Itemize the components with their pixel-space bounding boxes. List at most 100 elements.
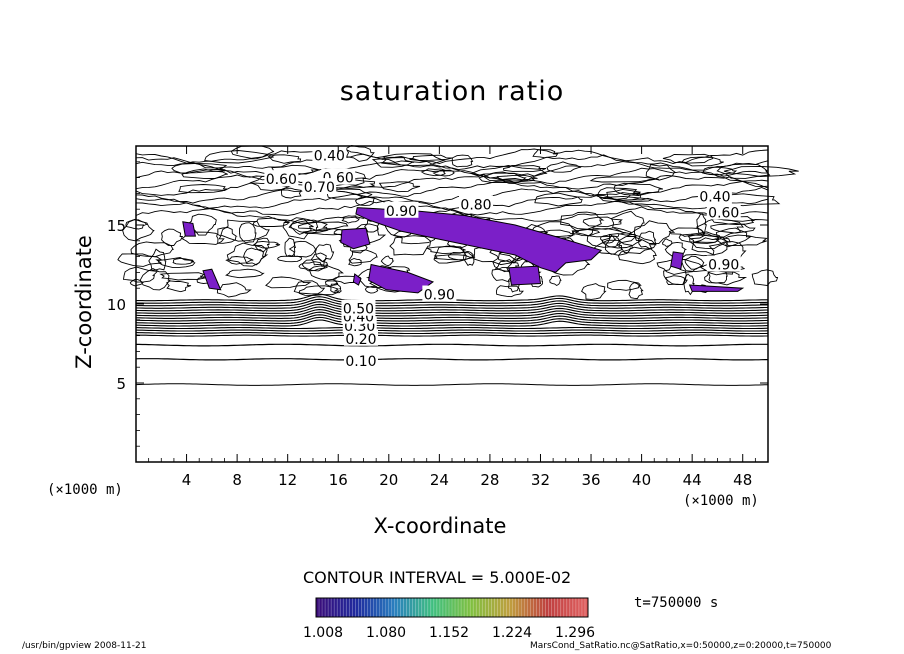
contour-line	[380, 255, 395, 267]
colorbar-stripe	[527, 598, 531, 617]
contour-line	[135, 200, 769, 217]
contour-line	[715, 227, 752, 248]
contour-line	[348, 249, 378, 264]
contour-line	[178, 184, 228, 194]
contour-line	[136, 319, 769, 327]
colorbar-stripe	[340, 598, 344, 617]
contour-interval-text: CONTOUR INTERVAL = 5.000E-02	[303, 568, 572, 587]
colorbar-stripe	[473, 598, 477, 617]
contour-label: 0.60	[708, 205, 739, 221]
contour-line	[220, 219, 270, 242]
colorbar-stripe	[533, 598, 537, 617]
contour-label: 0.10	[345, 354, 376, 370]
contour-line	[267, 154, 302, 164]
contour-label-bg	[706, 203, 741, 220]
contour-line	[689, 234, 731, 250]
contour-line	[597, 187, 641, 200]
colorbar-stripe	[524, 598, 528, 617]
contour-label-bg	[264, 170, 299, 187]
colorbar-stripe	[512, 598, 516, 617]
y-tick-label: 5	[116, 375, 126, 393]
x-tick-label: 48	[733, 471, 752, 489]
contour-label: 0.90	[424, 288, 455, 304]
colorbar-stripe	[418, 598, 422, 617]
colorbar-stripe	[518, 598, 522, 617]
contour-line	[293, 280, 326, 295]
contour-line	[204, 150, 274, 164]
contour-line	[341, 215, 361, 224]
colorbar-stripe	[346, 598, 350, 617]
contour-line	[136, 311, 769, 319]
contour-line	[135, 303, 769, 312]
contour-line	[662, 238, 673, 247]
contour-line	[135, 332, 769, 335]
supersaturated-region	[508, 265, 542, 286]
contour-line	[496, 174, 538, 183]
contour-line	[172, 257, 195, 265]
contour-line	[364, 285, 379, 294]
contour-line	[668, 227, 705, 237]
contour-line	[181, 231, 225, 245]
colorbar-stripe	[542, 598, 546, 617]
colorbar-stripe	[500, 598, 504, 617]
contour-line	[135, 174, 769, 190]
contour-label: 0.90	[386, 204, 417, 220]
colorbar-stripe	[361, 598, 365, 617]
colorbar-stripe	[530, 598, 534, 617]
contour-label-bg	[422, 285, 457, 302]
contour-line	[226, 242, 269, 267]
contour-line	[136, 306, 769, 314]
contour-line	[125, 219, 148, 230]
contour-line	[600, 233, 617, 244]
colorbar-stripe	[572, 598, 576, 617]
contour-line	[326, 188, 373, 200]
contour-label-bg	[343, 351, 378, 368]
colorbar-frame	[315, 597, 589, 618]
colorbar-stripe	[521, 598, 525, 617]
contour-line	[546, 161, 582, 173]
colorbar-stripe	[467, 598, 471, 617]
chart-title: saturation ratio	[339, 76, 565, 107]
contour-line	[171, 162, 228, 174]
contour-line	[616, 233, 657, 254]
supersaturated-region	[352, 273, 362, 286]
contour-line	[495, 285, 525, 298]
x-tick-label: 40	[632, 471, 651, 489]
colorbar-stripe	[578, 598, 582, 617]
colorbar-stripe	[319, 598, 323, 617]
supersaturated-region	[340, 227, 371, 250]
contour-line	[696, 213, 707, 237]
colorbar-stripe	[373, 598, 377, 617]
colorbar-stripe	[322, 598, 326, 617]
colorbar-stripe	[367, 598, 371, 617]
contour-line	[645, 163, 677, 181]
colorbar-stripe	[409, 598, 413, 617]
colorbar-stripe	[355, 598, 359, 617]
colorbar-stripe	[545, 598, 549, 617]
contour-line	[298, 285, 341, 296]
contour-label: 0.80	[460, 197, 491, 213]
colorbar-stripe	[331, 598, 335, 617]
contour-line	[277, 255, 303, 263]
contour-line	[135, 301, 768, 309]
colorbar-stripe	[391, 598, 395, 617]
colorbar-stripe	[548, 598, 552, 617]
contour-line	[691, 237, 729, 256]
contour-line	[135, 326, 769, 330]
x-tick-label: 32	[531, 471, 550, 489]
colorbar-stripe	[349, 598, 353, 617]
x-tick-label: 24	[430, 471, 449, 489]
contour-line	[589, 176, 659, 183]
contour-label-bg	[384, 201, 419, 218]
contour-line	[130, 241, 174, 258]
colorbar-stripe	[394, 598, 398, 617]
contour-line	[662, 153, 714, 164]
x-tick-label: 8	[232, 471, 242, 489]
colorbar-stripe	[491, 598, 495, 617]
contour-line	[613, 182, 664, 196]
colorbar-stripe	[376, 598, 380, 617]
contour-line	[135, 206, 769, 224]
colorbar-stripe	[566, 598, 570, 617]
contour-line	[433, 254, 476, 261]
contour-line	[135, 298, 768, 307]
